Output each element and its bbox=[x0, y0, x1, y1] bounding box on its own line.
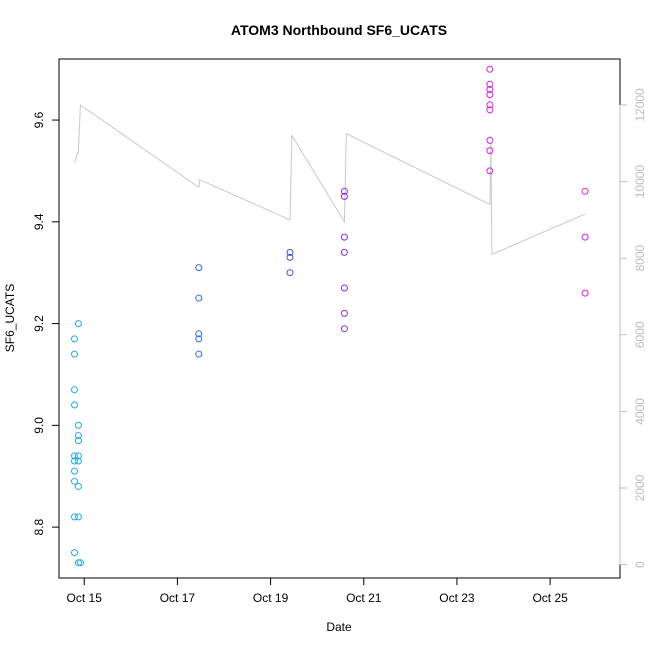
data-point bbox=[74, 437, 82, 445]
y-tick-label: 8.8 bbox=[32, 518, 46, 535]
data-point bbox=[581, 233, 589, 241]
x-tick-label: Oct 15 bbox=[67, 591, 103, 605]
y-axis-label: SF6_UCATS bbox=[3, 284, 17, 352]
data-point bbox=[74, 482, 82, 490]
data-point bbox=[195, 350, 203, 358]
data-point bbox=[286, 253, 294, 261]
plot-frame bbox=[58, 58, 621, 579]
data-point bbox=[340, 187, 348, 195]
data-point bbox=[340, 192, 348, 200]
data-point bbox=[486, 106, 494, 114]
data-point bbox=[71, 452, 78, 460]
data-point bbox=[195, 294, 203, 302]
data-point bbox=[74, 559, 82, 567]
data-point bbox=[486, 136, 494, 144]
data-point bbox=[486, 86, 494, 93]
data-point bbox=[74, 432, 82, 439]
data-point bbox=[486, 101, 494, 109]
data-point bbox=[340, 325, 348, 333]
data-point bbox=[486, 91, 494, 99]
data-point bbox=[486, 147, 494, 155]
data-point bbox=[286, 269, 294, 277]
y-tick-label: 9.2 bbox=[32, 315, 46, 332]
y2-tick-label: 12000 bbox=[633, 88, 647, 122]
x-tick-label: Oct 25 bbox=[532, 591, 568, 605]
data-point bbox=[71, 477, 78, 485]
data-point bbox=[71, 513, 78, 521]
data-point bbox=[340, 284, 348, 292]
data-point bbox=[76, 559, 84, 567]
y2-tick-label: 8000 bbox=[633, 245, 647, 272]
x-tick-label: Oct 21 bbox=[346, 591, 382, 605]
data-point bbox=[74, 452, 82, 460]
data-point bbox=[71, 335, 78, 343]
data-point bbox=[581, 187, 589, 195]
data-point bbox=[340, 309, 348, 317]
data-point bbox=[486, 167, 494, 175]
y-tick-label: 9.4 bbox=[32, 213, 46, 230]
data-point bbox=[71, 457, 78, 465]
y2-axis: 0 2000 4000 6000 8000 10000 12000 bbox=[619, 88, 647, 568]
x-tick-label: Oct 17 bbox=[160, 591, 196, 605]
x-tick-label: Oct 19 bbox=[253, 591, 289, 605]
data-points-layer bbox=[71, 65, 589, 567]
x-axis-label: Date bbox=[326, 620, 352, 634]
data-point bbox=[74, 457, 82, 465]
data-point bbox=[71, 401, 78, 409]
altitude-series-line bbox=[74, 104, 586, 256]
data-point bbox=[486, 65, 494, 73]
y2-tick-label: 0 bbox=[633, 561, 647, 568]
data-point bbox=[581, 289, 589, 297]
chart-title: ATOM3 Northbound SF6_UCATS bbox=[231, 22, 447, 38]
y2-tick-label: 10000 bbox=[633, 165, 647, 199]
x-axis: Oct 15 Oct 17 Oct 19 Oct 21 Oct 23 Oct 25 bbox=[67, 577, 568, 605]
data-point bbox=[286, 248, 294, 256]
data-point bbox=[195, 335, 203, 343]
y-tick-label: 9.0 bbox=[32, 417, 46, 434]
data-point bbox=[71, 549, 78, 557]
data-point bbox=[71, 386, 78, 394]
data-point bbox=[74, 320, 82, 328]
data-point bbox=[71, 350, 78, 358]
x-tick-label: Oct 23 bbox=[439, 591, 475, 605]
y2-tick-label: 2000 bbox=[633, 474, 647, 501]
data-point bbox=[340, 248, 348, 256]
y2-tick-label: 4000 bbox=[633, 398, 647, 425]
data-point bbox=[195, 330, 203, 338]
data-point bbox=[340, 233, 348, 241]
data-point bbox=[74, 513, 82, 521]
data-point bbox=[195, 264, 203, 272]
altitude-line-layer bbox=[74, 104, 586, 256]
y2-tick-label: 6000 bbox=[633, 321, 647, 348]
data-point bbox=[74, 421, 82, 429]
y-tick-label: 9.6 bbox=[32, 111, 46, 128]
data-point bbox=[486, 80, 494, 88]
data-point bbox=[71, 467, 78, 475]
y-axis: 8.8 9.0 9.2 9.4 9.6 bbox=[32, 111, 60, 535]
